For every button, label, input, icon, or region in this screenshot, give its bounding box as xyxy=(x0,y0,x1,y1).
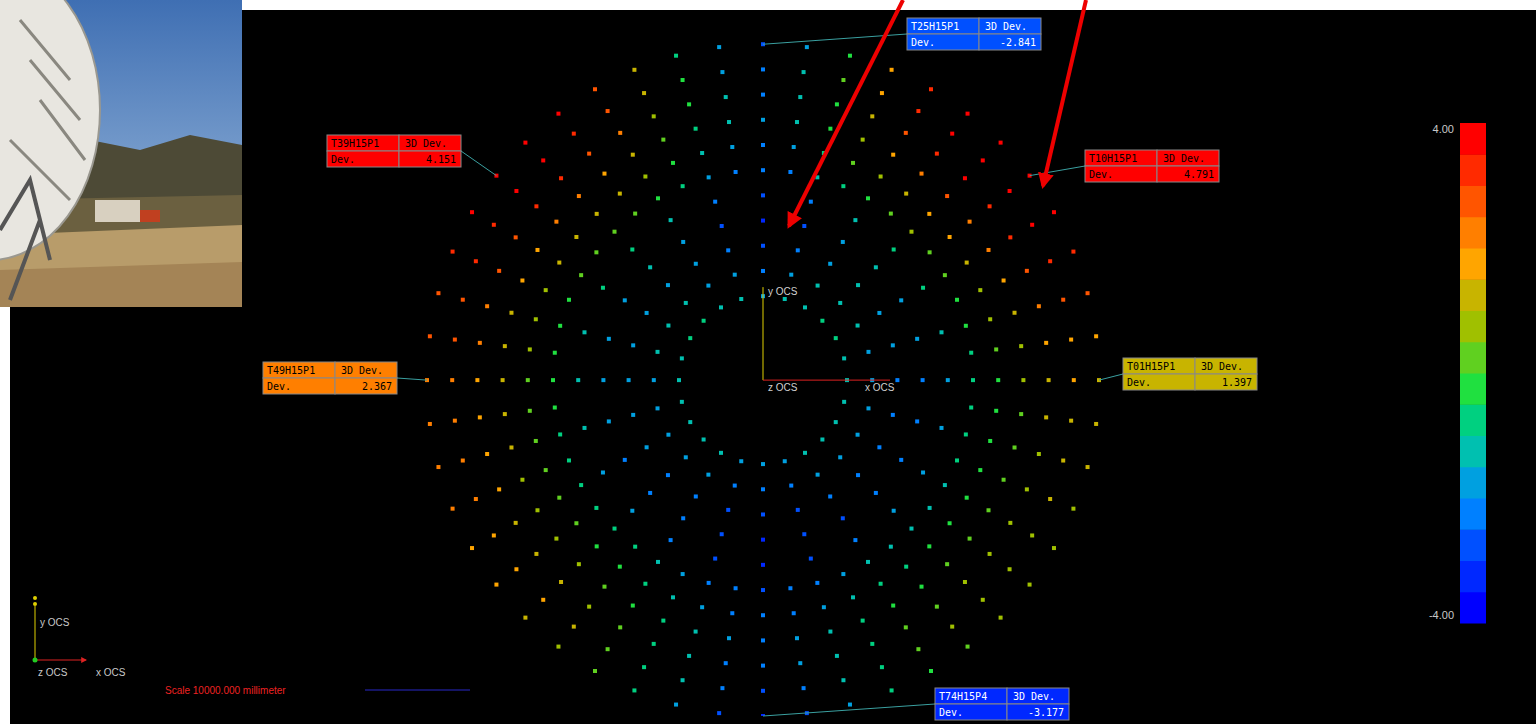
svg-text:x OCS: x OCS xyxy=(96,667,126,678)
svg-text:3D Dev.: 3D Dev. xyxy=(341,365,383,376)
svg-text:3D Dev.: 3D Dev. xyxy=(1163,153,1205,164)
svg-text:T01H15P1: T01H15P1 xyxy=(1127,361,1175,372)
svg-text:Dev.: Dev. xyxy=(331,154,355,165)
svg-text:Dev.: Dev. xyxy=(1127,377,1151,388)
svg-text:T10H15P1: T10H15P1 xyxy=(1089,153,1137,164)
svg-text:T49H15P1: T49H15P1 xyxy=(267,365,315,376)
svg-text:x OCS: x OCS xyxy=(865,382,895,393)
svg-text:4.151: 4.151 xyxy=(426,154,456,165)
svg-text:T39H15P1: T39H15P1 xyxy=(331,138,379,149)
svg-text:4.791: 4.791 xyxy=(1184,169,1214,180)
svg-text:-4.00: -4.00 xyxy=(1429,609,1454,621)
svg-text:Dev.: Dev. xyxy=(911,37,935,48)
svg-text:1.397: 1.397 xyxy=(1222,377,1252,388)
svg-text:T25H15P1: T25H15P1 xyxy=(911,21,959,32)
svg-text:z OCS: z OCS xyxy=(768,382,798,393)
svg-text:3D Dev.: 3D Dev. xyxy=(405,138,447,149)
svg-text:Dev.: Dev. xyxy=(267,381,291,392)
svg-text:4.00: 4.00 xyxy=(1433,123,1454,135)
svg-text:-2.841: -2.841 xyxy=(1000,37,1036,48)
svg-text:2.367: 2.367 xyxy=(362,381,392,392)
svg-text:3D Dev.: 3D Dev. xyxy=(1201,361,1243,372)
svg-text:y OCS: y OCS xyxy=(40,617,70,628)
svg-text:Dev.: Dev. xyxy=(1089,169,1113,180)
svg-text:z OCS: z OCS xyxy=(38,667,68,678)
svg-text:Scale 10000.000 millimeter: Scale 10000.000 millimeter xyxy=(165,685,286,696)
svg-text:T74H15P4: T74H15P4 xyxy=(939,691,987,702)
svg-text:3D Dev.: 3D Dev. xyxy=(985,21,1027,32)
svg-text:y OCS: y OCS xyxy=(768,286,798,297)
svg-text:Dev.: Dev. xyxy=(939,707,963,718)
svg-text:-3.177: -3.177 xyxy=(1028,707,1064,718)
svg-text:3D Dev.: 3D Dev. xyxy=(1013,691,1055,702)
